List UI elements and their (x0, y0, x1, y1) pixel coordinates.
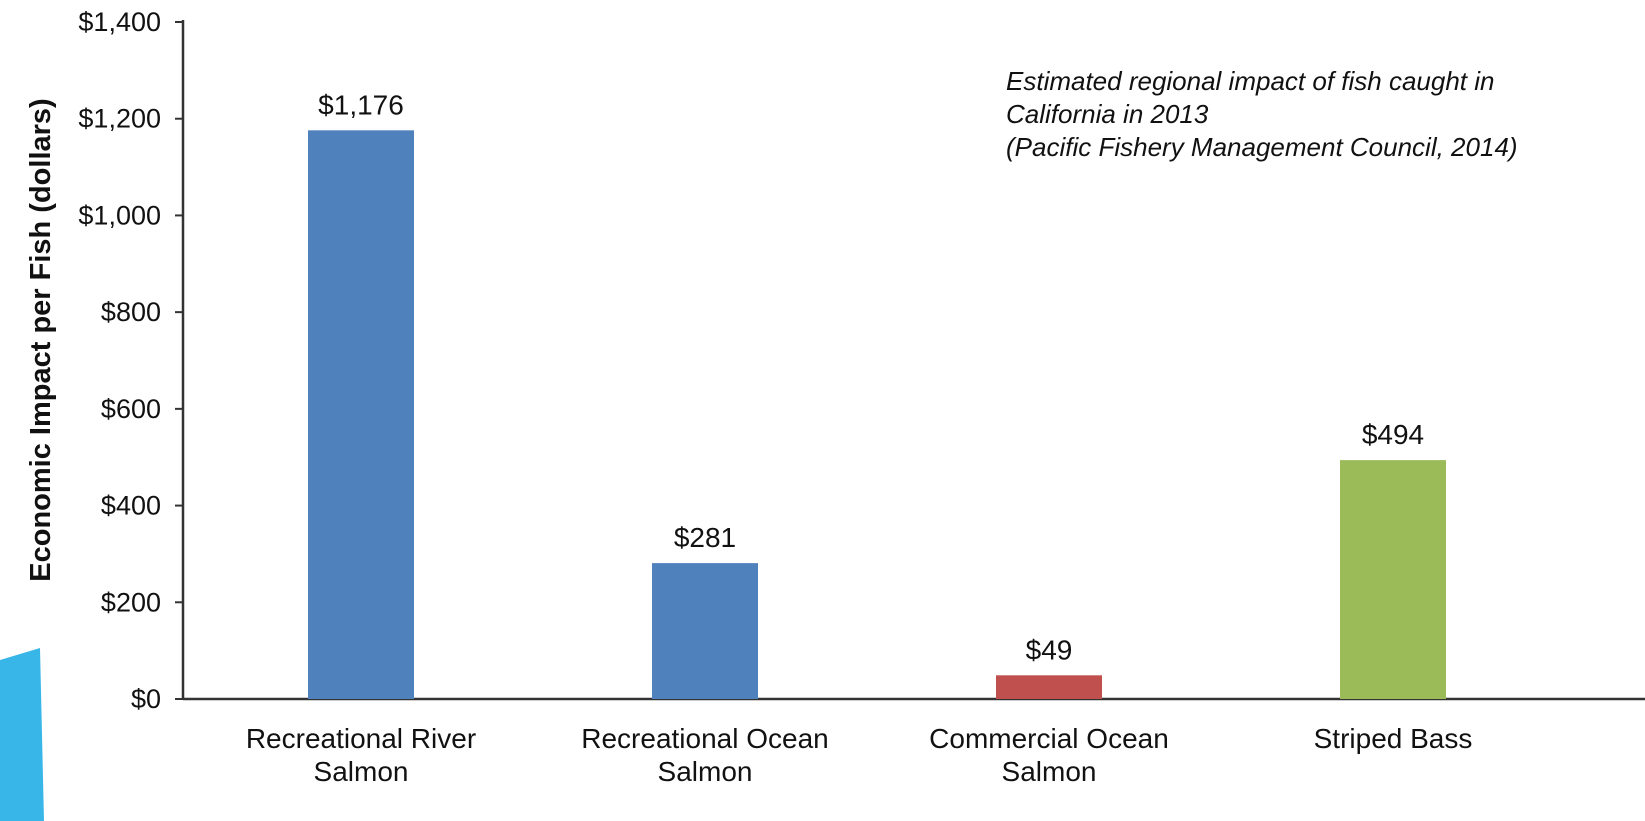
y-tick-label: $1,000 (78, 200, 161, 230)
bars (308, 130, 1446, 699)
bar-value-label: $49 (1026, 634, 1073, 665)
annotation-line: Estimated regional impact of fish caught… (1006, 66, 1494, 96)
bar-value-label: $494 (1362, 419, 1424, 450)
annotation-line: California in 2013 (1006, 99, 1209, 129)
x-category-label: Recreational River Salmon (246, 723, 476, 787)
x-category-label: Commercial Ocean Salmon (929, 723, 1169, 787)
y-axis-label: Economic Impact per Fish (dollars) (25, 98, 57, 581)
slide-corner-decoration (0, 648, 44, 821)
bar (996, 675, 1102, 699)
bar-value-label: $1,176 (318, 89, 404, 120)
x-category-label: Recreational Ocean Salmon (581, 723, 828, 787)
chart-annotation: Estimated regional impact of fish caught… (1006, 66, 1518, 162)
y-tick-label: $400 (101, 491, 161, 521)
y-tick-label: $600 (101, 394, 161, 424)
bar-value-label: $281 (674, 522, 736, 553)
x-category-label: Striped Bass (1314, 723, 1473, 754)
data-labels: $1,176 $281 $49 $494 (318, 89, 1424, 665)
annotation-line: (Pacific Fishery Management Council, 201… (1006, 132, 1518, 162)
y-tick-label: $1,400 (78, 7, 161, 37)
x-axis: Recreational River Salmon Recreational Oce… (183, 697, 1645, 787)
y-tick-label: $200 (101, 587, 161, 617)
y-tick-label: $1,200 (78, 104, 161, 134)
bar (308, 130, 414, 699)
bar (1340, 460, 1446, 699)
bar (652, 563, 758, 699)
y-tick-label: $800 (101, 297, 161, 327)
decor-shape (0, 648, 44, 821)
y-tick-label: $0 (131, 684, 161, 714)
y-axis: $0 $200 $400 $600 $800 $1,000 $1,200 $1,400 (78, 7, 185, 714)
